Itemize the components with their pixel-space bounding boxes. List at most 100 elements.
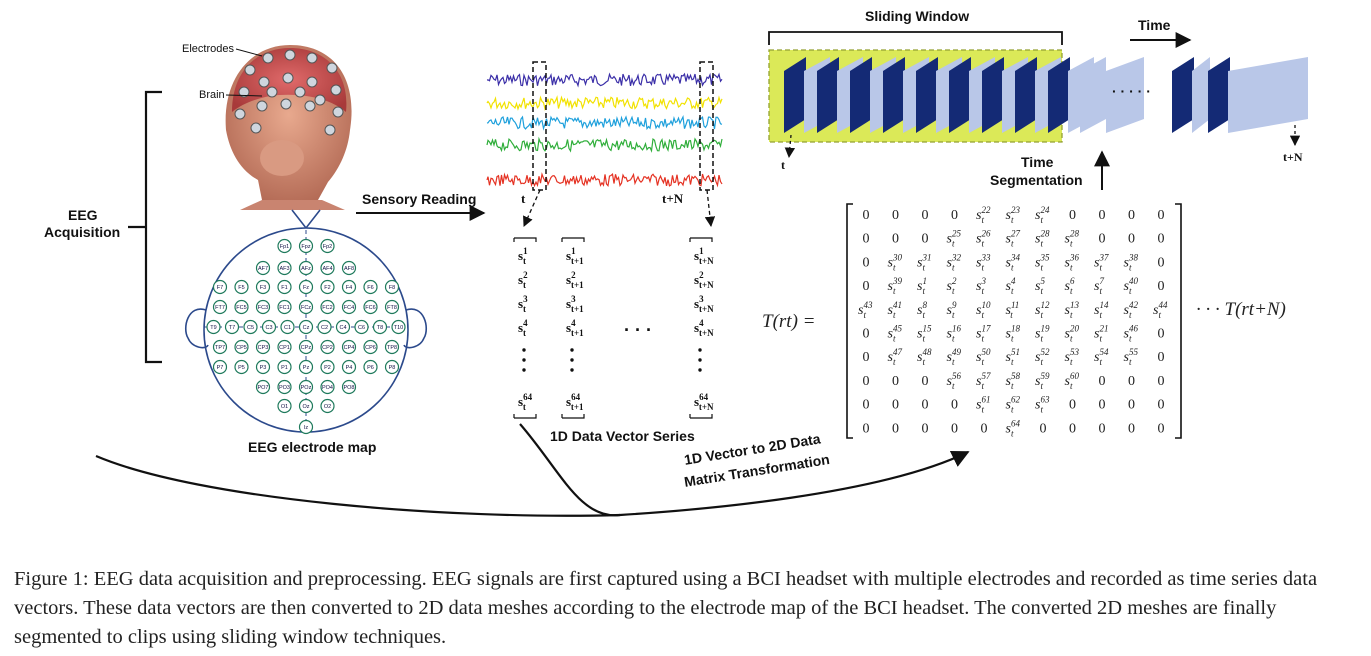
svg-text:P5: P5 [238,365,245,371]
electrode-f4: F4 [341,279,357,295]
svg-text:Fpz: Fpz [301,244,310,250]
matrix-cell: 0 [1158,279,1165,294]
electrode-t7: T7 [224,319,240,335]
head-electrode [306,52,318,64]
segment-frame [982,57,1004,133]
vector-element: s3 t [518,294,528,314]
vector-element: s2 t+N [694,270,714,290]
vector-element: s64 t [518,392,533,412]
matrix-cell: s30 t [888,252,903,272]
electrode-cp1: CP1 [277,339,292,355]
eeg-electrode-map-label: EEG electrode map [248,439,377,455]
matrix-cell: s6 t [1065,276,1075,296]
frames-ellipsis: · · · · · [1112,83,1151,99]
head-electrode [280,98,292,110]
eeg-signal-traces [486,72,723,188]
svg-text:FC2: FC2 [322,305,332,311]
matrix-cell: s18 t [1006,324,1021,344]
electrode-fc4: FC4 [341,299,357,315]
matrix-rhs: · · · T(rt+N) [1196,299,1286,320]
matrix-cell: 0 [1128,208,1135,223]
matrix-cell: s1 t [917,276,927,296]
electrode-ft7: FT7 [212,299,228,315]
matrix-cell: s44 t [1153,300,1168,320]
electrode-c4: C4 [335,319,351,335]
matrix-cell: s58 t [1006,371,1021,391]
segment-frame [1106,57,1144,133]
head-electrode [266,86,278,98]
eeg-pipeline-figure: Fp1 Fpz Fp2 AF7 AF3 AFz AF4 AF8 F7 F5 F3 F1 Fz F2 F4 F6… [95,31,1308,517]
sliding-window-bracket [768,31,1063,45]
matrix-cell: s43 t [858,300,873,320]
electrode-cp4: CP4 [341,339,357,355]
electrode-fp2: Fp2 [320,238,335,254]
electrode-af7: AF7 [255,260,271,276]
segment-frame [850,57,872,133]
matrix-cell: s7 t [1094,276,1104,296]
matrix-cell: 0 [892,374,899,389]
matrix-cell: 0 [892,421,899,436]
svg-text:C3: C3 [265,325,272,331]
matrix-cell: 0 [892,232,899,247]
matrix-cell: s39 t [888,276,903,296]
electrode-p3: P3 [255,359,271,375]
head-with-electrodes-image [225,45,352,210]
matrix-cell: 0 [981,421,988,436]
svg-text:T7: T7 [229,325,235,331]
electrode-f1: F1 [277,279,292,295]
matrix-cell: 0 [1128,232,1135,247]
matrix-cell: s22 t [976,205,991,225]
vector-element: s1 t [518,246,528,266]
electrode-cp3: CP3 [255,339,271,355]
matrix-cell: 0 [863,421,870,436]
head-electrode [282,72,294,84]
matrix-cell: 0 [863,208,870,223]
vector-element: s1 t+N [694,246,714,266]
electrode-f8: F8 [384,279,400,295]
svg-text:Fp1: Fp1 [280,244,289,250]
head-electrode [244,64,256,76]
matrix-cell: 0 [1128,398,1135,413]
matrix-cell: s26 t [976,229,991,249]
electrode-cp5: CP5 [234,339,249,355]
eeg-trace-3 [486,114,723,131]
matrix-cell: s54 t [1094,347,1109,367]
matrix-cell: 0 [863,255,870,270]
head-electrode [238,86,250,98]
electrode-map: Fp1 Fpz Fp2 AF7 AF3 AFz AF4 AF8 F7 F5 F3 F1 Fz F2 F4 F6… [184,209,428,435]
svg-text:PO8: PO8 [343,385,354,391]
electrode-af4: AF4 [320,260,335,276]
eeg-trace-1 [486,72,723,88]
electrode-c6: C6 [354,319,369,335]
matrix-cell: 0 [892,398,899,413]
electrode-p1: P1 [277,359,292,375]
electrode-poz: POz [298,379,314,395]
vector-ellipsis: · · · [624,320,652,340]
electrode-af8: AF8 [341,260,357,276]
svg-text:Fz: Fz [303,285,309,291]
electrode-f5: F5 [234,279,249,295]
matrix-cell: s52 t [1035,347,1050,367]
matrix-cell: s45 t [888,324,903,344]
svg-text:C2: C2 [321,325,328,331]
svg-text:Fp2: Fp2 [323,244,332,250]
matrix-cell: 0 [1158,374,1165,389]
time-label: Time [1138,17,1171,33]
matrix-cell: s60 t [1065,371,1080,391]
electrode-fc2: FC2 [320,299,335,315]
matrix-cell: s63 t [1035,395,1050,415]
matrix-cell: 0 [951,421,958,436]
electrode-t9: T9 [206,319,221,335]
segment-frame [949,57,971,133]
matrix-cell: 0 [922,398,929,413]
matrix-cell: s51 t [1006,347,1020,367]
matrix-cell: 0 [1099,232,1106,247]
sensory-reading-label: Sensory Reading [362,191,477,207]
svg-text:AF8: AF8 [344,266,354,272]
matrix-cell: s35 t [1035,252,1050,272]
svg-text:AF4: AF4 [322,266,332,272]
svg-text:F1: F1 [281,285,287,291]
electrode-po7: PO7 [255,379,271,395]
electrode-p5: P5 [234,359,249,375]
svg-text:C1: C1 [284,325,291,331]
